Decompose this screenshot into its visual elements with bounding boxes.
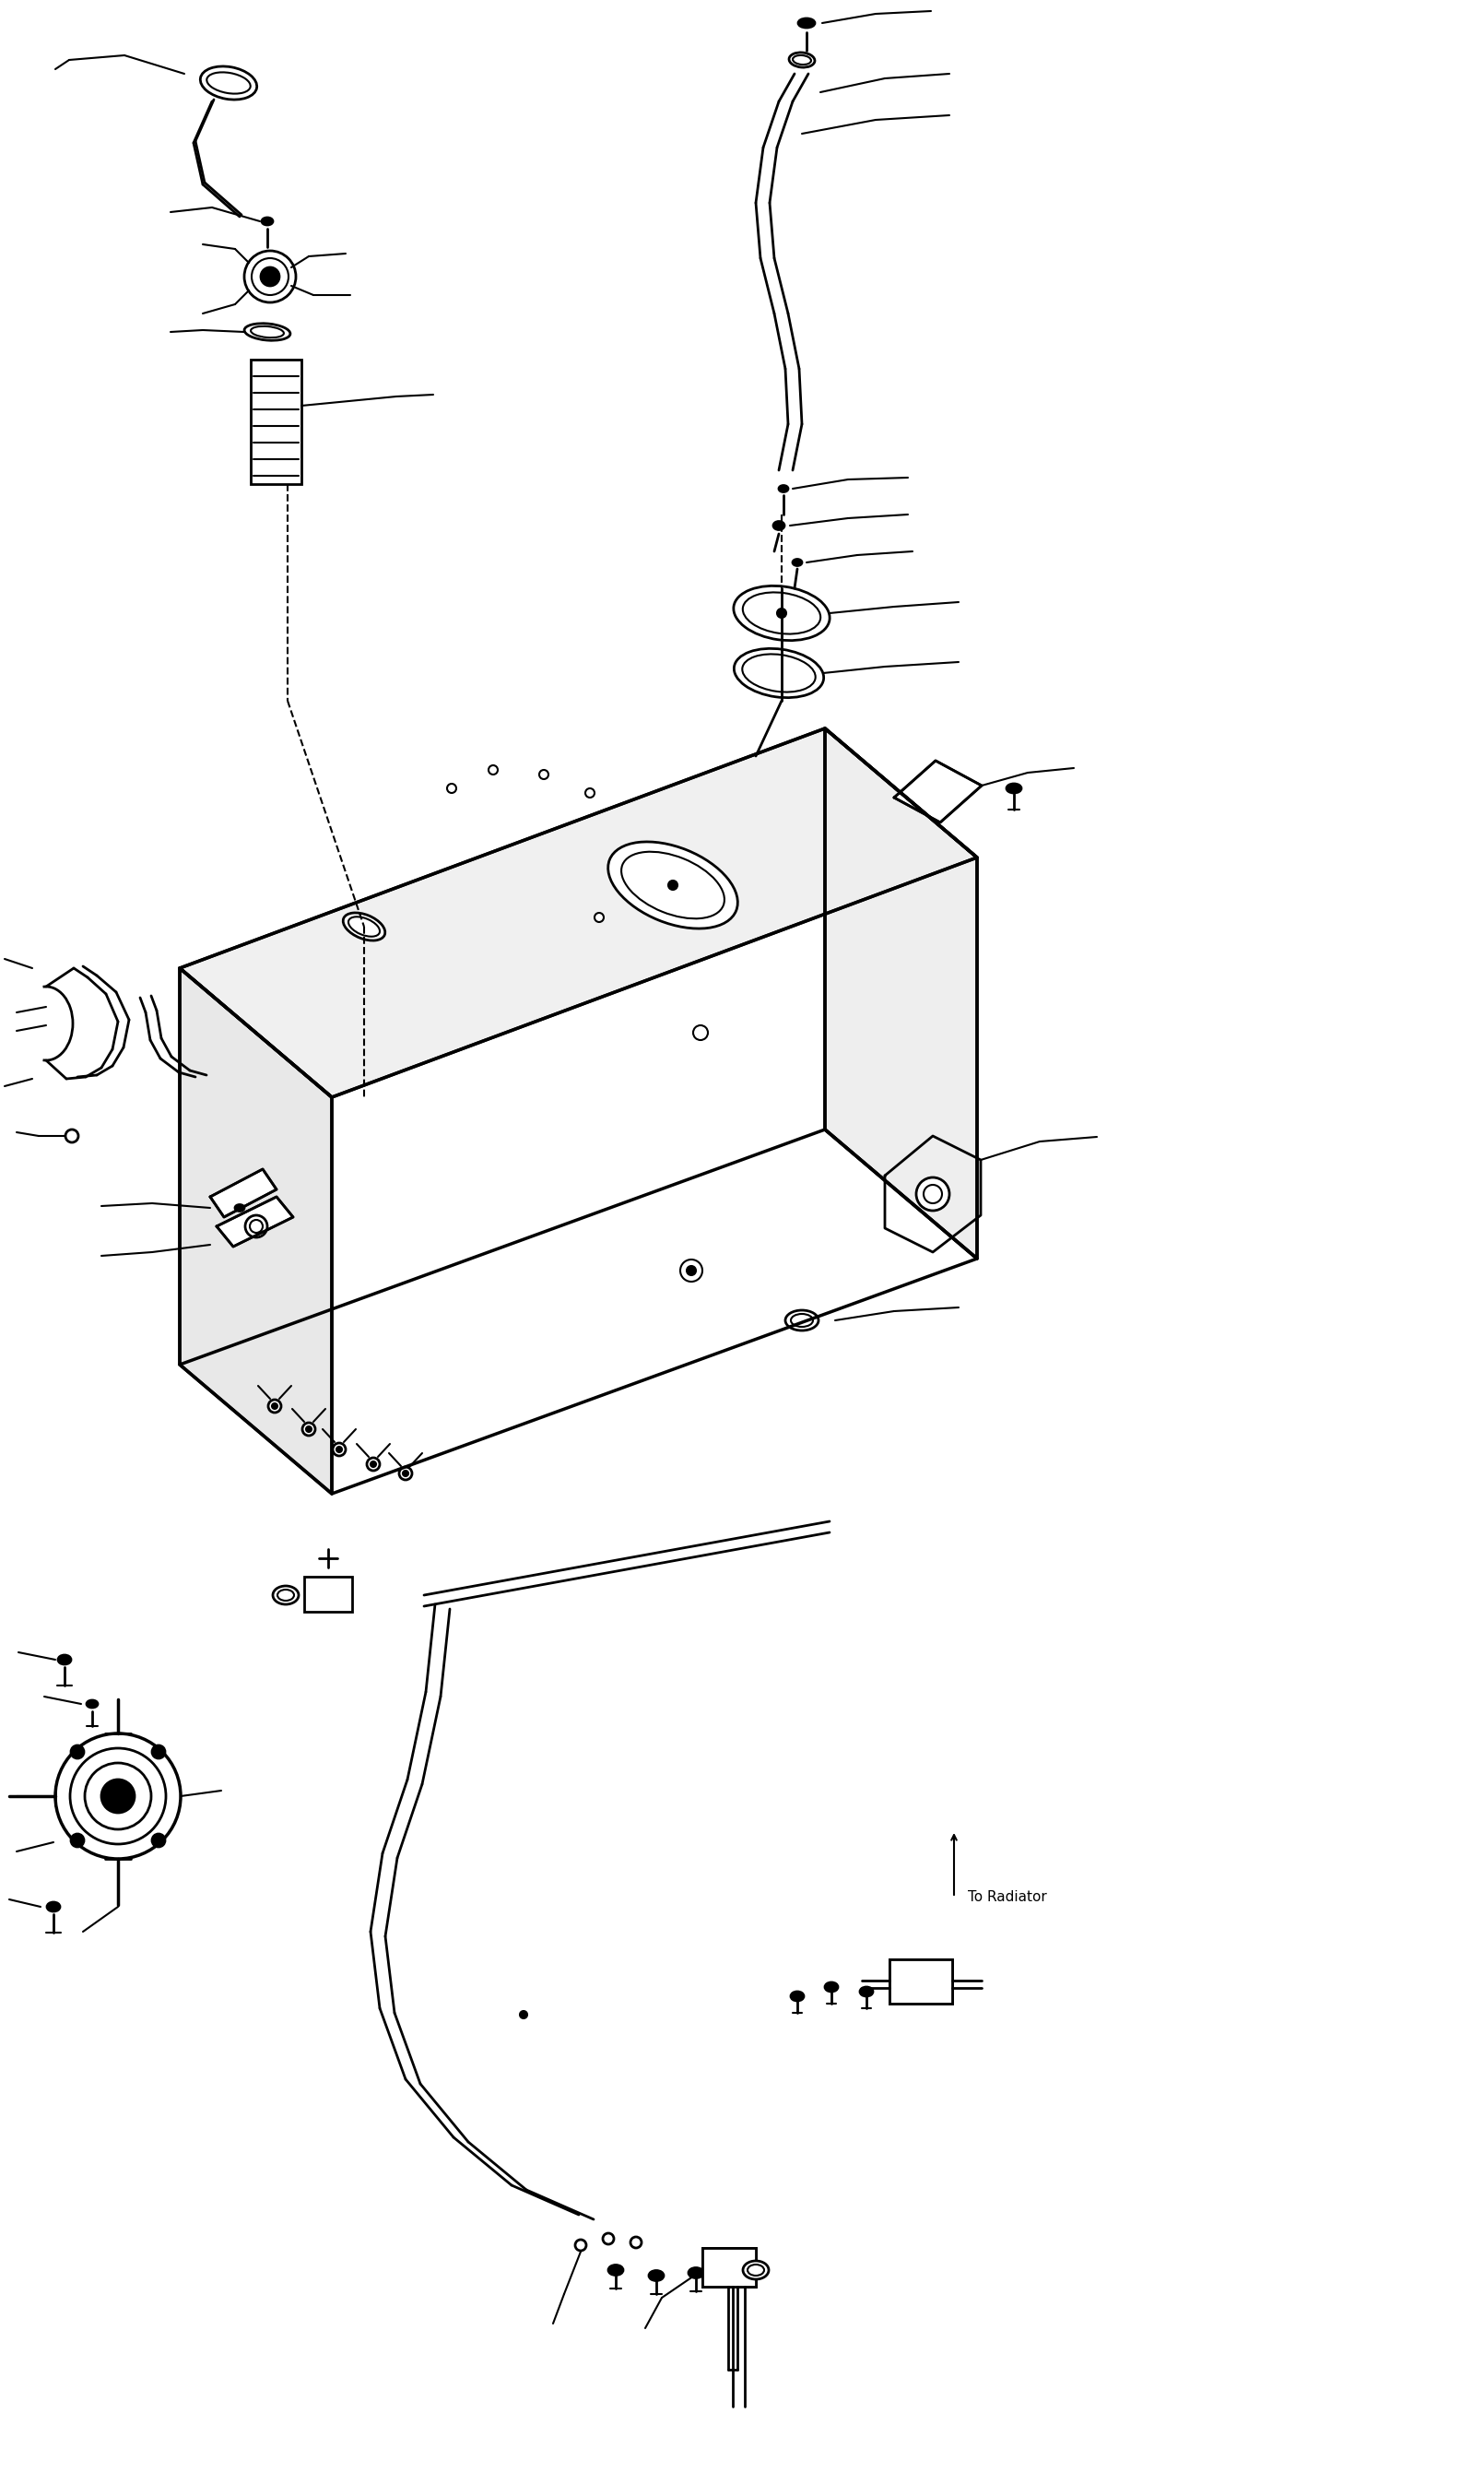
Ellipse shape [792,559,801,566]
Circle shape [151,1834,165,1847]
Circle shape [70,1748,166,1844]
Ellipse shape [245,324,291,341]
Ellipse shape [273,1587,298,1604]
Circle shape [65,1130,79,1142]
Circle shape [85,1763,151,1829]
Circle shape [151,1745,165,1758]
Ellipse shape [206,72,251,94]
Ellipse shape [608,2264,623,2274]
Ellipse shape [1006,784,1021,794]
Bar [702,2247,755,2287]
Ellipse shape [742,593,821,633]
Circle shape [55,1733,181,1859]
Ellipse shape [789,52,815,67]
Ellipse shape [278,1589,294,1602]
Bar [702,2247,755,2287]
Ellipse shape [58,1656,71,1664]
Circle shape [603,2232,614,2245]
Circle shape [687,1266,696,1276]
Circle shape [519,2012,527,2017]
Bar [889,1960,953,2005]
Ellipse shape [47,1901,59,1911]
Circle shape [245,1216,267,1238]
Ellipse shape [234,1204,245,1211]
Circle shape [332,1444,346,1456]
Ellipse shape [343,912,384,939]
Circle shape [585,789,595,798]
Ellipse shape [689,2267,703,2277]
Circle shape [371,1461,375,1466]
Polygon shape [893,761,981,823]
Ellipse shape [791,1315,813,1327]
Circle shape [923,1184,942,1204]
Circle shape [595,912,604,922]
Circle shape [306,1426,312,1431]
Circle shape [680,1261,702,1280]
Polygon shape [217,1196,294,1246]
Circle shape [337,1446,341,1451]
Bar [304,1577,352,1612]
Circle shape [631,2237,641,2247]
Polygon shape [211,1169,276,1216]
Circle shape [261,267,279,287]
Circle shape [488,766,497,774]
Polygon shape [180,729,976,1098]
Circle shape [249,1219,263,1234]
Ellipse shape [608,843,738,929]
Ellipse shape [773,522,785,529]
Ellipse shape [792,54,812,64]
Ellipse shape [86,1701,98,1708]
Ellipse shape [779,485,788,492]
Circle shape [252,257,288,294]
Circle shape [539,769,549,779]
Circle shape [101,1780,135,1812]
Ellipse shape [798,17,815,27]
Ellipse shape [743,2262,769,2279]
Circle shape [269,1399,280,1412]
Circle shape [576,2240,586,2250]
Ellipse shape [785,1310,819,1330]
Circle shape [916,1177,950,1211]
Ellipse shape [735,648,824,697]
Circle shape [693,1026,708,1041]
Circle shape [668,880,678,890]
Ellipse shape [733,586,830,640]
Circle shape [303,1424,315,1436]
Circle shape [399,1466,413,1481]
Ellipse shape [261,218,273,225]
Polygon shape [825,729,976,1258]
Circle shape [778,608,787,618]
Ellipse shape [748,2264,764,2277]
Ellipse shape [649,2272,663,2282]
Circle shape [71,1745,85,1758]
Ellipse shape [349,917,380,937]
Circle shape [71,1834,85,1847]
Circle shape [447,784,456,794]
Text: To Radiator: To Radiator [968,1891,1046,1903]
Ellipse shape [742,655,816,692]
Circle shape [402,1471,408,1476]
Circle shape [245,250,295,302]
Circle shape [367,1458,380,1471]
Ellipse shape [200,67,257,99]
Ellipse shape [791,1992,804,2000]
Ellipse shape [825,1983,838,1992]
Bar [889,1960,953,2005]
Ellipse shape [622,853,724,920]
Ellipse shape [861,1987,873,1997]
Bar [251,358,301,485]
Ellipse shape [251,326,283,339]
Circle shape [272,1404,278,1409]
Polygon shape [180,969,332,1493]
